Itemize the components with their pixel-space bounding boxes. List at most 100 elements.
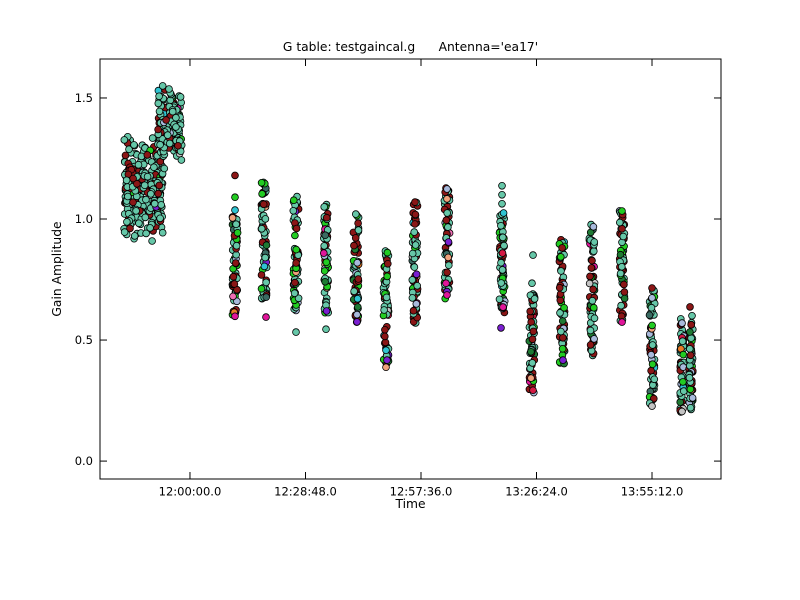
data-point <box>353 303 362 311</box>
data-point <box>443 291 451 299</box>
data-point <box>688 311 696 320</box>
data-point <box>134 160 143 169</box>
data-point <box>499 303 507 311</box>
data-point <box>647 303 656 312</box>
data-point <box>154 125 162 134</box>
data-point <box>617 262 626 271</box>
data-point <box>529 327 538 336</box>
data-point <box>290 289 299 298</box>
data-point <box>176 93 185 101</box>
data-point <box>177 156 186 164</box>
data-point <box>442 279 450 288</box>
data-point <box>261 253 270 262</box>
data-point <box>383 259 392 268</box>
data-point <box>353 294 362 303</box>
data-point <box>257 179 266 187</box>
data-point <box>687 320 695 329</box>
data-point <box>228 214 237 222</box>
data-point <box>140 181 149 190</box>
data-point <box>589 285 597 294</box>
data-point <box>408 276 417 284</box>
data-point <box>556 253 565 261</box>
data-point <box>412 270 421 279</box>
data-point <box>618 318 626 326</box>
data-point <box>497 279 506 287</box>
data-point <box>408 249 417 258</box>
data-point <box>686 303 694 311</box>
data-point <box>155 107 164 116</box>
data-point <box>120 228 129 236</box>
data-point <box>141 213 150 222</box>
data-point <box>383 248 392 257</box>
data-point <box>444 223 452 231</box>
data-point <box>528 279 536 288</box>
data-point <box>412 300 421 308</box>
data-point <box>261 215 270 223</box>
data-point <box>648 341 657 349</box>
data-point <box>442 216 451 225</box>
data-point <box>135 219 143 228</box>
data-point <box>121 151 130 160</box>
data-point <box>232 241 241 250</box>
data-point <box>556 309 564 317</box>
data-point <box>353 258 362 267</box>
data-point <box>497 222 505 230</box>
data-point <box>257 284 266 293</box>
data-point <box>555 283 564 292</box>
data-point <box>289 196 298 205</box>
x-tick-label: 13:26:24.0 <box>505 485 568 499</box>
data-point <box>129 174 137 183</box>
data-point <box>322 258 331 267</box>
data-point <box>132 207 140 215</box>
data-point <box>353 310 361 319</box>
x-tick-label: 12:57:36.0 <box>390 485 453 499</box>
data-point <box>558 317 567 325</box>
data-point <box>586 326 595 335</box>
data-point <box>411 210 420 219</box>
data-point <box>125 145 133 154</box>
data-point <box>587 264 596 272</box>
data-point <box>413 281 422 290</box>
data-point <box>142 195 150 204</box>
data-point <box>262 278 270 287</box>
data-point <box>154 99 163 108</box>
data-point <box>648 284 656 292</box>
data-point <box>160 164 169 173</box>
data-point <box>410 228 419 236</box>
data-point <box>157 201 166 209</box>
data-point <box>560 303 568 312</box>
data-point <box>120 136 129 144</box>
data-point <box>588 296 597 305</box>
data-point <box>444 238 453 246</box>
data-point <box>648 360 657 369</box>
data-point <box>165 139 174 148</box>
data-point <box>260 262 269 271</box>
data-point <box>615 218 624 227</box>
y-tick-label: 0.5 <box>75 333 93 347</box>
data-point <box>558 344 567 353</box>
data-point <box>527 347 535 356</box>
data-point <box>354 219 362 228</box>
data-point <box>685 345 694 353</box>
data-point <box>257 225 266 233</box>
data-point <box>589 223 598 231</box>
data-point <box>230 280 239 288</box>
data-point <box>444 253 453 262</box>
data-point <box>382 293 391 302</box>
data-point <box>229 272 238 281</box>
data-point <box>319 249 328 257</box>
data-point <box>130 232 139 240</box>
data-point <box>322 325 330 334</box>
data-point <box>620 288 629 296</box>
data-point <box>142 229 150 238</box>
chart-title: G table: testgaincal.g Antenna='ea17' <box>282 40 539 54</box>
data-point <box>383 272 392 281</box>
data-point <box>354 226 363 234</box>
data-point <box>528 335 537 344</box>
data-point <box>322 307 331 315</box>
data-point <box>647 350 655 359</box>
data-point <box>383 356 391 364</box>
data-point <box>498 233 507 242</box>
data-point <box>292 245 301 254</box>
data-point <box>382 346 390 355</box>
